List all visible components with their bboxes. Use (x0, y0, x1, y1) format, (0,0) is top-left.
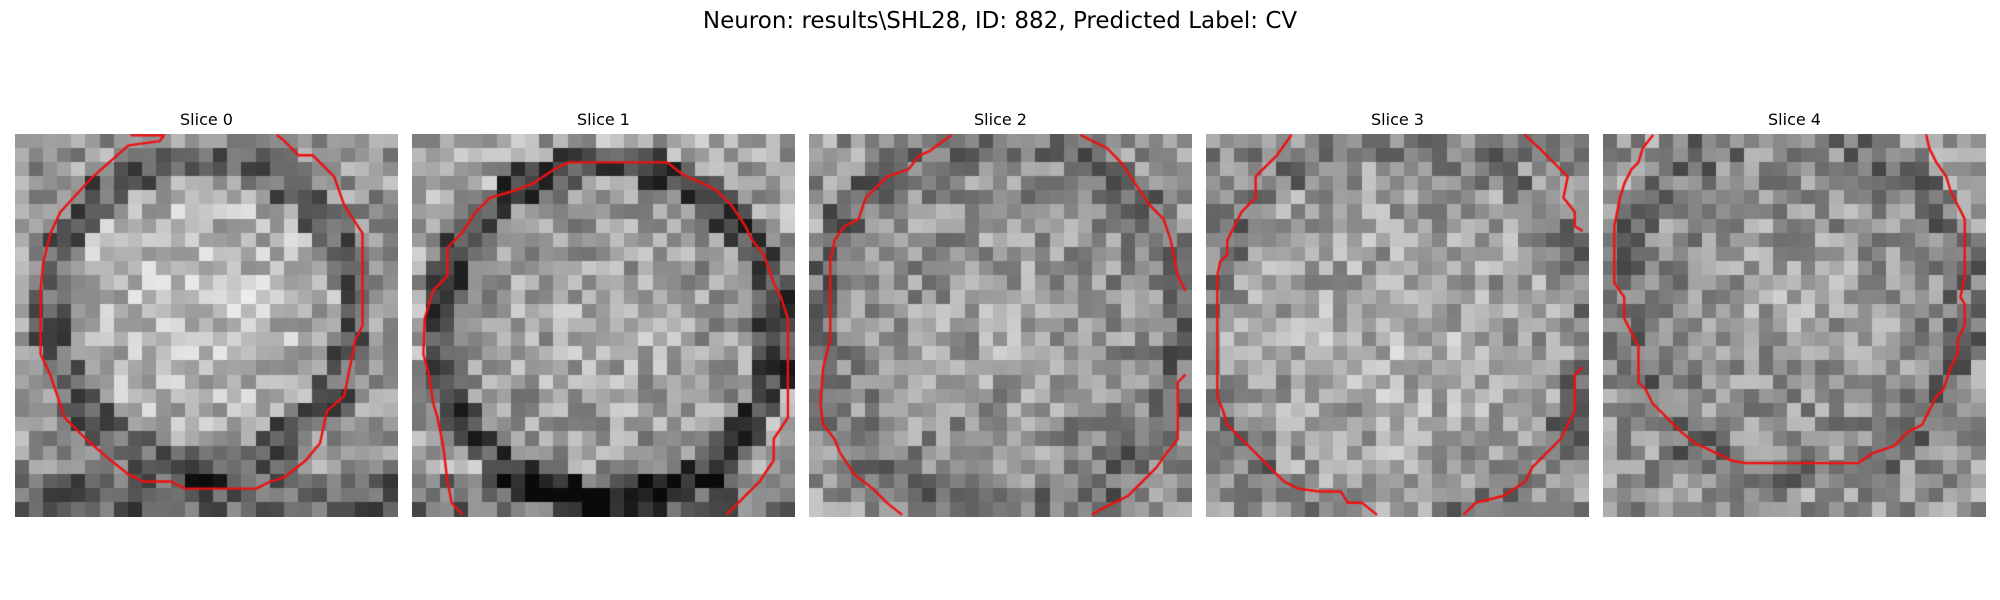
slice-panel-2: Slice 2 (809, 108, 1192, 517)
slice-title-4: Slice 4 (1768, 110, 1821, 129)
slice-panel-3: Slice 3 (1206, 108, 1589, 517)
slice-panel-4: Slice 4 (1603, 108, 1986, 517)
slice-title-3: Slice 3 (1371, 110, 1424, 129)
slice-panel-0: Slice 0 (15, 108, 398, 517)
slice-image-1 (412, 134, 795, 517)
slice-image-2 (809, 134, 1192, 517)
slice-title-0: Slice 0 (180, 110, 233, 129)
slice-title-2: Slice 2 (974, 110, 1027, 129)
slice-panel-1: Slice 1 (412, 108, 795, 517)
slice-image-4 (1603, 134, 1986, 517)
slice-title-1: Slice 1 (577, 110, 630, 129)
slice-image-3 (1206, 134, 1589, 517)
figure-title: Neuron: results\SHL28, ID: 882, Predicte… (702, 8, 1298, 34)
slice-image-0 (15, 134, 398, 517)
